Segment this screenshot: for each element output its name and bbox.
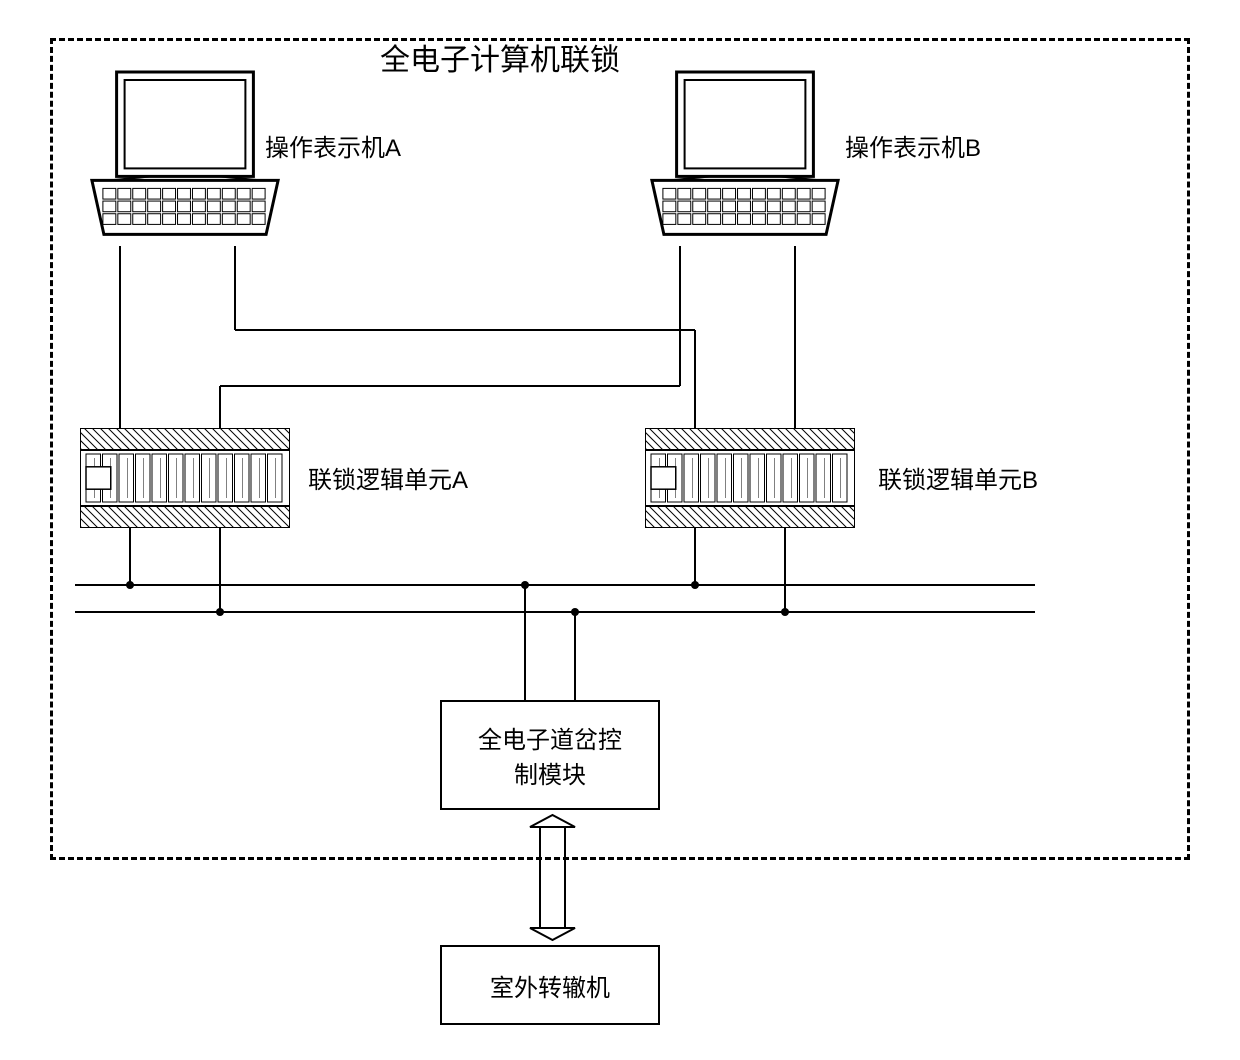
rack-a	[80, 428, 290, 528]
rack-b-label: 联锁逻辑单元B	[878, 460, 1038, 495]
rack-a-label: 联锁逻辑单元A	[308, 460, 468, 495]
laptop-a	[90, 70, 280, 250]
laptop-b	[650, 70, 840, 250]
control-module-box: 全电子道岔控制模块	[440, 700, 660, 810]
outdoor-switch-box: 室外转辙机	[440, 945, 660, 1025]
rack-b	[645, 428, 855, 528]
laptop-a-label: 操作表示机A	[265, 128, 401, 163]
laptop-b-label: 操作表示机B	[845, 128, 981, 163]
